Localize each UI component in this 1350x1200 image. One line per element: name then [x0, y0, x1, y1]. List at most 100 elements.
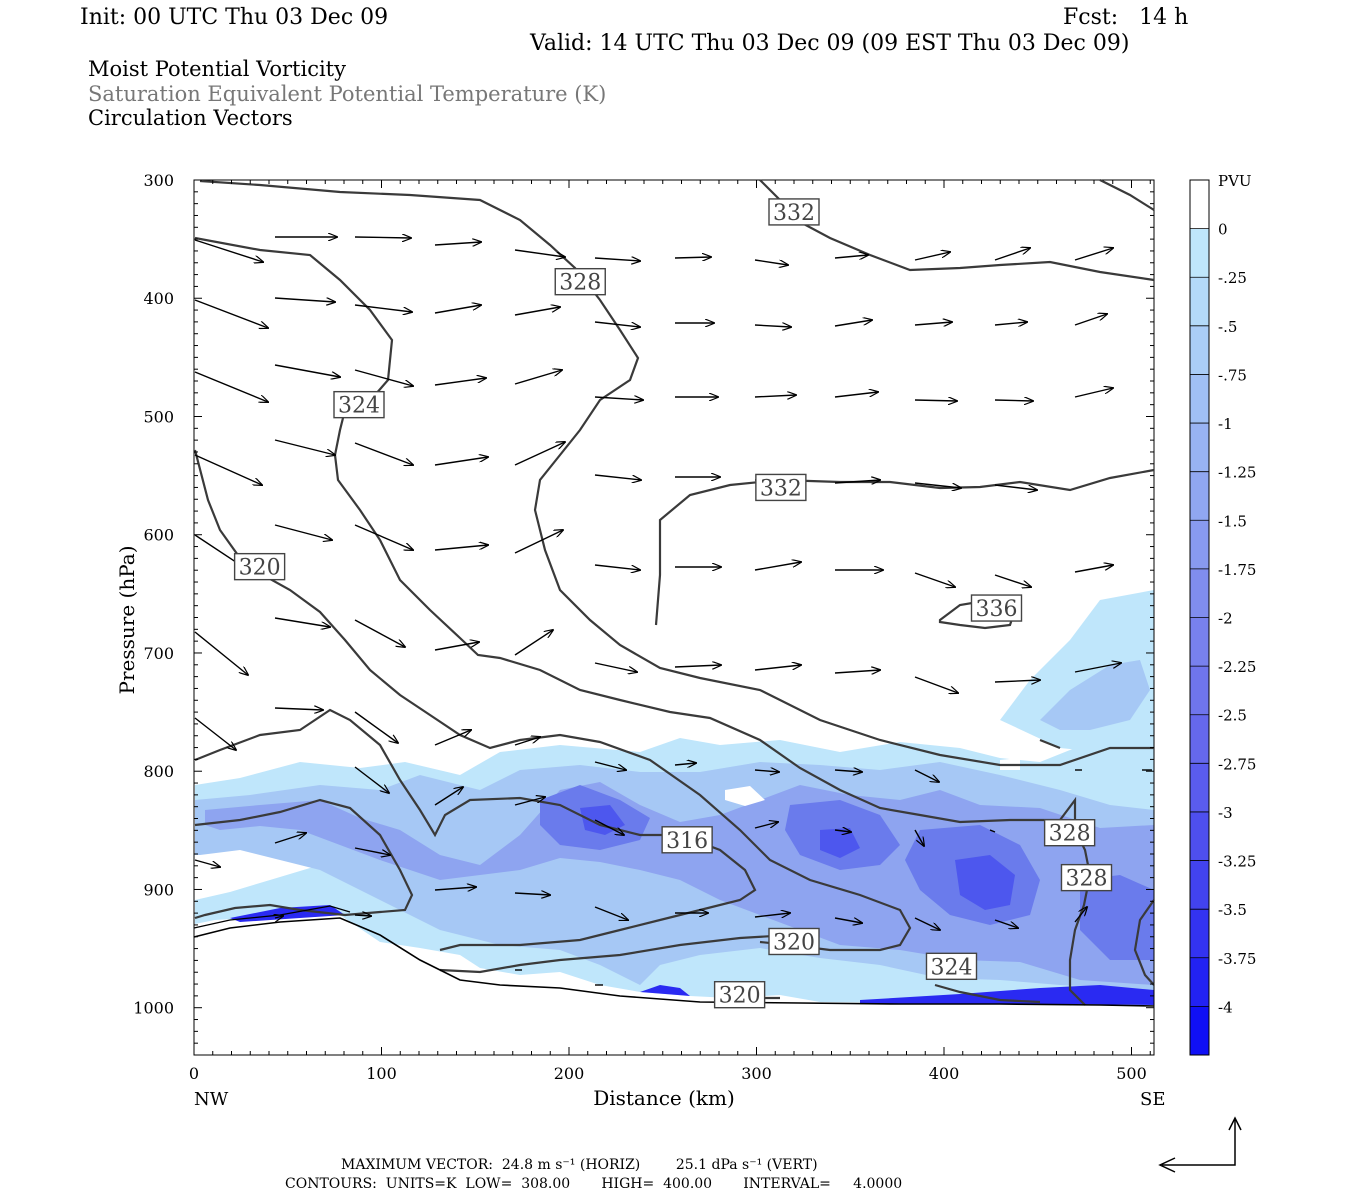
contour-316: [194, 798, 414, 920]
contour-label-box: [768, 198, 820, 226]
colorbar-label: -2.25: [1218, 658, 1256, 676]
colorbar-label: -1.25: [1218, 464, 1256, 482]
colorbar-swatch: [1190, 423, 1209, 473]
contour-label: 328: [559, 271, 601, 296]
colorbar-label: -1: [1218, 415, 1233, 433]
colorbar-swatch: [1190, 714, 1209, 764]
colorbar-swatch: [1190, 520, 1209, 570]
contour-label-box: [1043, 819, 1096, 847]
terrain-line: [193, 917, 1155, 1007]
colorbar-label: -.75: [1218, 366, 1247, 384]
y-tick-label: 700: [143, 644, 174, 663]
contour-label-box: [661, 826, 713, 854]
contour-label-box: [925, 952, 978, 981]
colorbar-swatch: [1190, 325, 1209, 375]
x-tick-label: 500: [1116, 1064, 1147, 1083]
colorbar-label: -3: [1218, 804, 1233, 822]
colorbar-swatch: [1190, 277, 1209, 327]
contour-324-low: [934, 983, 1041, 1004]
colorbar-swatch: [1190, 617, 1209, 667]
y-tick-label: 900: [143, 880, 174, 899]
y-tick-label: 300: [143, 171, 174, 190]
colorbar: PVU 0 -.25 -.5 -.75 -1 -1.25 -1.5 -1.75 -2 -2.25 -2…: [1189, 172, 1256, 1056]
contour-label-box: [755, 473, 807, 502]
colorbar-label: -1.75: [1218, 561, 1256, 579]
contour-332-top: [759, 179, 1155, 282]
forecast-hour: Fcst: 14 h: [1063, 5, 1189, 30]
x-tick-label: 200: [554, 1064, 585, 1083]
pv-fill-white-gap: [725, 758, 1020, 806]
colorbar-label: -3.5: [1218, 901, 1247, 919]
pv-shading: [195, 590, 1154, 1005]
colorbar-label: -2.75: [1218, 755, 1256, 773]
theta-es-contours: [193, 179, 1155, 1006]
contour-332-mid: [654, 468, 1155, 626]
contour-320-low: [439, 933, 791, 974]
contour-label-box: [333, 390, 385, 419]
max-vector-note: MAXIMUM VECTOR: 24.8 m s⁻¹ (HORIZ) 25.1 …: [341, 1157, 818, 1173]
contour-320: [193, 449, 912, 952]
contour-right-edge: [1133, 899, 1155, 986]
pv-fill-surface: [230, 905, 1154, 1005]
colorbar-label: -1.5: [1218, 512, 1247, 530]
y-tick-label: 500: [143, 407, 174, 426]
contour-label-box: [1060, 863, 1113, 892]
x-tick-label: 100: [366, 1064, 397, 1083]
contour-label-box: [970, 594, 1023, 622]
colorbar-swatch: [1190, 909, 1209, 959]
pv-fill-1b: [1040, 660, 1150, 730]
contour-labels: 332 328 324 332 320 336 316 328 328 320 324 320: [233, 198, 1113, 1009]
colorbar-swatch: [1190, 860, 1209, 910]
contour-316b: [194, 708, 757, 952]
contour-label: 320: [773, 930, 815, 955]
pv-fill-25: [540, 785, 1154, 960]
field-vectors-title: Circulation Vectors: [88, 106, 293, 130]
colorbar-swatch: [1190, 957, 1209, 1007]
y-tick-label: 1000: [133, 999, 174, 1018]
y-tick-label: 400: [143, 289, 174, 308]
pv-fill-325: [580, 805, 1015, 910]
colorbar-swatch: [1190, 568, 1209, 618]
colorbar-label: -4: [1218, 998, 1233, 1016]
colorbar-swatch: [1190, 666, 1209, 716]
colorbar-label: -3.75: [1218, 950, 1256, 968]
colorbar-swatch: [1190, 811, 1209, 862]
colorbar-unit: PVU: [1218, 172, 1252, 190]
field-theta-es-title: Saturation Equivalent Potential Temperat…: [88, 82, 607, 106]
contour-info-note: CONTOURS: UNITS=K LOW= 308.00 HIGH= 400.…: [285, 1176, 903, 1192]
x-tick-label: 300: [741, 1064, 772, 1083]
contour-label: 336: [976, 597, 1018, 622]
colorbar-label: -2.5: [1218, 707, 1247, 725]
contour-label: 328: [1049, 822, 1091, 847]
colorbar-label: -2: [1218, 610, 1233, 628]
x-end-label-se: SE: [1140, 1089, 1165, 1110]
contour-label: 316: [666, 829, 708, 854]
y-axis-title: Pressure (hPa): [115, 546, 139, 695]
x-tick-label: 0: [189, 1064, 199, 1083]
contour-label-box: [233, 552, 286, 581]
contour-label: 332: [760, 476, 802, 501]
colorbar-swatch: [1190, 763, 1209, 813]
x-end-label-nw: NW: [194, 1089, 229, 1110]
contour-label: 320: [719, 984, 761, 1009]
contour-label: 324: [338, 394, 380, 419]
contour-label: 332: [773, 201, 815, 226]
contour-label: 324: [931, 955, 973, 980]
reference-vector-icon: [1158, 1116, 1242, 1173]
contour-label: 328: [1066, 867, 1108, 892]
contour-324-upper: [1039, 738, 1061, 750]
y-tick-label: 800: [143, 762, 174, 781]
contour-336: [938, 598, 1017, 630]
valid-time: Valid: 14 UTC Thu 03 Dec 09 (09 EST Thu …: [530, 31, 1130, 56]
colorbar-swatch: [1190, 180, 1209, 230]
colorbar-swatch: [1190, 228, 1209, 278]
x-axis-title: Distance (km): [593, 1086, 735, 1110]
field-pv-title: Moist Potential Vorticity: [88, 57, 346, 81]
colorbar-swatch: [1190, 1006, 1209, 1056]
vector-ticks: [515, 769, 1152, 986]
axes: 300 400 500 600 700 800 900 1000 0 100 200 300 400 50…: [115, 171, 1165, 1110]
contour-328: [199, 179, 1154, 767]
colorbar-label: -.25: [1218, 269, 1247, 287]
colorbar-swatch: [1190, 471, 1209, 521]
